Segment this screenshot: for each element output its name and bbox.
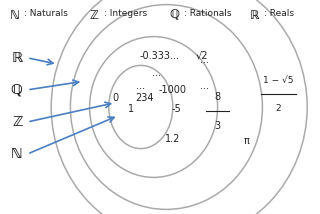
Text: 1: 1 — [128, 104, 134, 114]
Text: ℚ: ℚ — [11, 83, 22, 97]
Text: -1000: -1000 — [159, 85, 187, 95]
Text: : Reals: : Reals — [264, 9, 294, 18]
Text: √2: √2 — [195, 51, 208, 61]
Text: ...: ... — [200, 55, 209, 65]
Text: : Naturals: : Naturals — [24, 9, 68, 18]
Text: ℤ: ℤ — [12, 115, 22, 129]
Text: π: π — [244, 136, 249, 146]
Text: 8: 8 — [214, 92, 221, 102]
Text: ...: ... — [136, 81, 145, 91]
Text: ℝ: ℝ — [11, 51, 22, 65]
Text: 0: 0 — [112, 94, 118, 103]
Text: 1 − √5: 1 − √5 — [263, 76, 294, 85]
Text: : Integers: : Integers — [104, 9, 147, 18]
Text: ℝ: ℝ — [250, 9, 259, 22]
Text: ℕ: ℕ — [10, 9, 20, 22]
Text: 1.2: 1.2 — [165, 134, 180, 144]
Text: ℤ: ℤ — [90, 9, 99, 22]
Text: -0.333...: -0.333... — [140, 51, 180, 61]
Text: 234: 234 — [135, 94, 153, 103]
Text: ...: ... — [200, 81, 209, 91]
Text: 3: 3 — [214, 121, 221, 131]
Text: : Rationals: : Rationals — [184, 9, 231, 18]
Text: -5: -5 — [171, 104, 181, 114]
Text: 2: 2 — [276, 104, 281, 113]
Text: ℕ: ℕ — [11, 147, 22, 161]
Text: ...: ... — [152, 68, 161, 78]
Text: ℚ: ℚ — [170, 9, 180, 22]
